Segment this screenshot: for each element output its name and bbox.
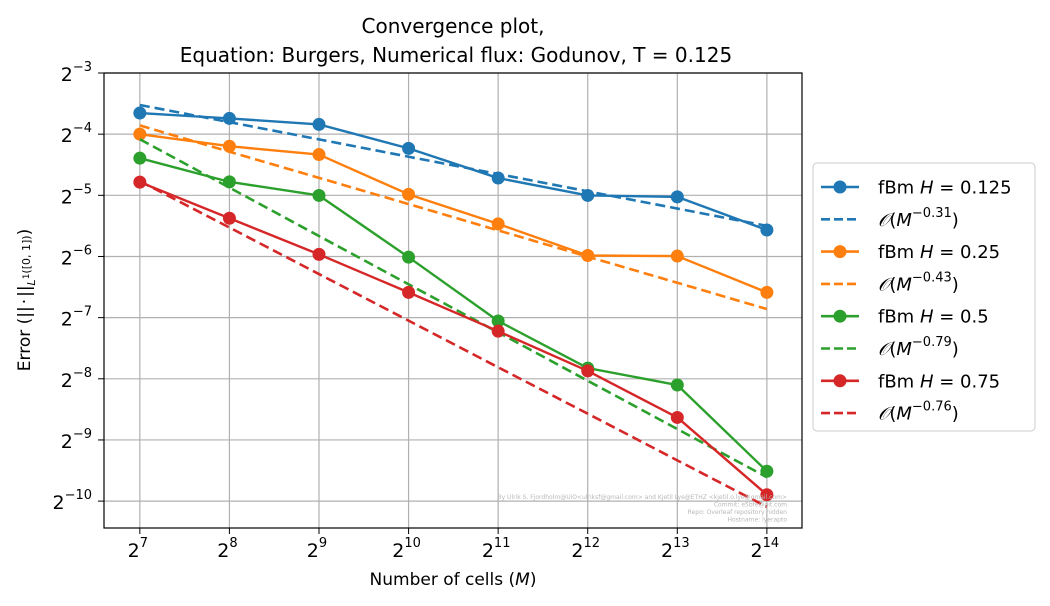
legend-label: fBm H = 0.5 <box>878 307 989 328</box>
data-point <box>402 250 416 264</box>
series-data-2 <box>133 127 774 299</box>
data-point <box>491 314 505 328</box>
data-point <box>312 148 326 162</box>
legend-label: fBm H = 0.125 <box>878 178 1012 199</box>
data-point <box>402 285 416 299</box>
data-point <box>581 248 595 262</box>
legend-box <box>812 162 1036 432</box>
data-point <box>312 117 326 131</box>
legend-entry: fBm H = 0.125 <box>821 178 1012 199</box>
series-line <box>139 157 768 473</box>
data-point <box>491 217 505 231</box>
data-point <box>670 378 684 392</box>
series-line <box>139 179 768 509</box>
legend-swatch-marker <box>833 245 847 259</box>
series-line <box>139 132 768 294</box>
series-fit-1 <box>139 103 768 228</box>
data-point <box>760 464 774 478</box>
plot-frame <box>103 72 803 529</box>
data-point <box>760 285 774 299</box>
legend-label: fBm H = 0.75 <box>878 371 1000 392</box>
series-line <box>139 180 768 496</box>
y-tick-label: 2−9 <box>61 427 92 453</box>
series-fit-7 <box>139 179 768 509</box>
data-point <box>133 175 147 189</box>
data-point <box>581 364 595 378</box>
data-point <box>760 223 774 237</box>
data-point <box>312 188 326 202</box>
legend-entry: fBm H = 0.25 <box>821 242 1000 263</box>
series-fit-5 <box>139 138 768 479</box>
series-data-0 <box>133 106 774 237</box>
series-layer <box>133 103 774 509</box>
series-fit-3 <box>139 124 768 311</box>
data-point <box>312 247 326 261</box>
data-point <box>402 141 416 155</box>
data-point <box>491 171 505 185</box>
data-point <box>581 188 595 202</box>
legend-entry: 𝒪(M−0.79) <box>821 335 959 360</box>
series-line <box>139 124 768 311</box>
data-point <box>222 111 236 125</box>
watermark-line: Hostname: lyerapto <box>728 517 788 524</box>
watermark-line: By Ulrik S. Fjordholm@UiO<ulriksf@gmail.… <box>497 494 787 501</box>
x-axis-label: Number of cells (M) <box>370 570 537 590</box>
legend-label: 𝒪(M−0.79) <box>878 335 959 360</box>
legend-label: fBm H = 0.25 <box>878 242 1000 263</box>
series-line <box>139 103 768 228</box>
data-point <box>133 151 147 165</box>
chart-title-line-2: Equation: Burgers, Numerical flux: Godun… <box>180 43 732 67</box>
data-point <box>402 187 416 201</box>
chart-title-line-1: Convergence plot, <box>362 14 545 38</box>
legend-entry: fBm H = 0.5 <box>821 307 989 328</box>
watermark-line: Commit: e5bfe@git.com <box>714 502 787 509</box>
legend-entry: fBm H = 0.75 <box>821 371 1000 392</box>
data-point <box>222 211 236 225</box>
legend-swatch-marker <box>833 309 847 323</box>
data-point <box>222 139 236 153</box>
y-axis-label: Error (||·||L1([0, 1])) <box>15 229 38 371</box>
data-point <box>133 106 147 120</box>
data-point <box>760 488 774 502</box>
legend-swatch-marker <box>833 180 847 194</box>
series-data-6 <box>133 175 774 502</box>
data-point <box>670 410 684 424</box>
attribution-watermark: By Ulrik S. Fjordholm@UiO<ulriksf@gmail.… <box>497 494 787 524</box>
series-line <box>139 138 768 479</box>
data-point <box>670 190 684 204</box>
data-point <box>133 127 147 141</box>
data-point <box>222 175 236 189</box>
data-point <box>670 249 684 263</box>
watermark-line: Repo: Overleaf repository hidden <box>688 509 788 516</box>
legend-swatch-marker <box>833 374 847 388</box>
data-point <box>491 324 505 338</box>
series-line <box>139 111 768 232</box>
